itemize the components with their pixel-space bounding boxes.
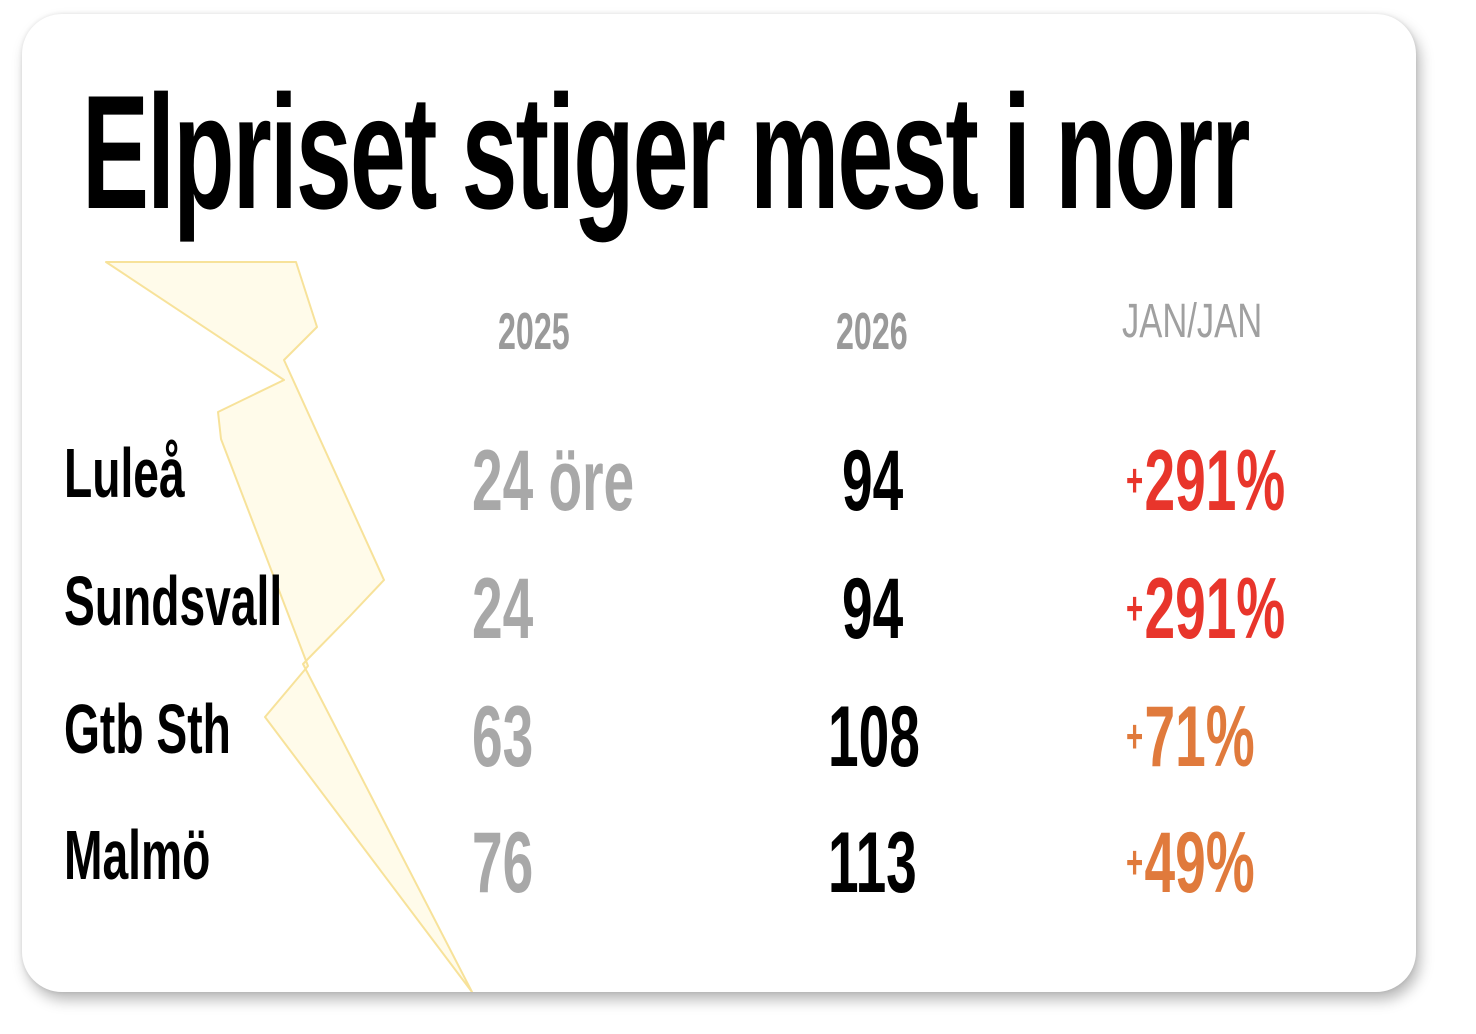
change-sundsvall: +291%	[1126, 566, 1285, 652]
value-2026-lulea: 94	[842, 433, 904, 529]
city-gtb-sth: Gtb Sth	[64, 690, 231, 768]
value-2025-lulea: 24 öre	[472, 433, 635, 529]
change-malmo: +49%	[1126, 820, 1255, 906]
lightning-bolt-shape	[105, 261, 473, 992]
city-malmo: Malmö	[64, 816, 211, 894]
city-sundsvall: Sundsvall	[64, 562, 283, 640]
city-lulea: Luleå	[64, 434, 185, 512]
change-sign: +	[1126, 582, 1144, 634]
lightning-bolt-icon	[105, 261, 473, 992]
change-value: 291%	[1144, 433, 1286, 529]
change-value: 49%	[1144, 815, 1255, 911]
value-2026-gtb-sth: 108	[828, 689, 920, 785]
value-2025-gtb-sth: 63	[472, 689, 534, 785]
price-card: Elpriset stiger mest i norr 2025 2026 JA…	[22, 14, 1416, 992]
change-sign: +	[1126, 710, 1144, 762]
change-sign: +	[1126, 836, 1144, 888]
value-2025-sundsvall: 24	[472, 561, 534, 657]
value-2026-sundsvall: 94	[842, 561, 904, 657]
column-header-2026: 2026	[836, 303, 908, 361]
change-value: 71%	[1144, 689, 1255, 785]
value-2026-malmo: 113	[828, 815, 917, 911]
change-lulea: +291%	[1126, 438, 1285, 524]
page-title: Elpriset stiger mest i norr	[82, 62, 1250, 243]
value-2025-malmo: 76	[472, 815, 534, 911]
change-sign: +	[1126, 454, 1144, 506]
column-header-jan-jan: JAN/JAN	[1122, 295, 1263, 348]
column-header-2025: 2025	[498, 303, 570, 361]
change-gtb-sth: +71%	[1126, 694, 1255, 780]
change-value: 291%	[1144, 561, 1286, 657]
